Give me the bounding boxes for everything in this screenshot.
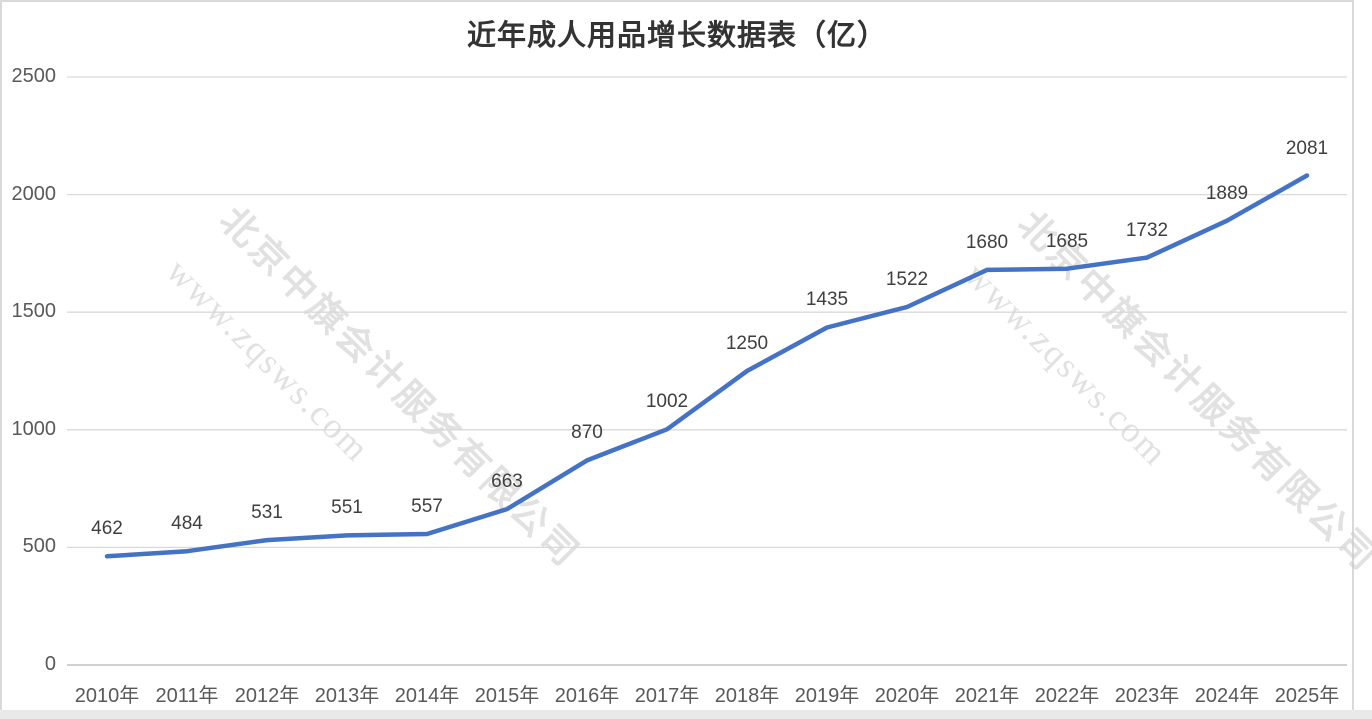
- x-axis-tick-label: 2018年: [714, 685, 780, 707]
- data-label: 663: [491, 471, 523, 493]
- data-label: 531: [251, 502, 283, 524]
- chart-title: 近年成人用品增长数据表（亿）: [466, 20, 887, 52]
- data-label: 462: [91, 518, 123, 540]
- y-axis-tick-label: 0: [44, 653, 56, 675]
- data-label: 1685: [1045, 230, 1089, 252]
- series-line: [104, 173, 1310, 559]
- data-label: 1522: [885, 269, 929, 291]
- y-axis-tick-label: 1500: [11, 300, 57, 323]
- data-label: 2081: [1285, 137, 1329, 159]
- x-axis-tick-label: 2012年: [234, 685, 300, 707]
- data-label: 1435: [805, 289, 849, 311]
- data-label: 1250: [725, 333, 769, 354]
- x-axis-tick-label: 2020年: [874, 685, 940, 707]
- y-axis-tick-label: 2500: [11, 65, 57, 87]
- data-label: 551: [331, 497, 363, 519]
- y-axis-tick-label: 2000: [11, 182, 57, 205]
- x-axis-tick-label: 2024年: [1194, 685, 1260, 707]
- x-axis-tick-label: 2014年: [394, 685, 460, 707]
- y-axis-tick-label: 500: [22, 535, 56, 558]
- x-axis-tick-label: 2016年: [554, 685, 620, 707]
- data-label: 484: [171, 513, 203, 535]
- x-axis-tick-label: 2011年: [155, 685, 219, 707]
- data-label: 557: [411, 495, 443, 517]
- x-axis-tick-label: 2017年: [634, 685, 700, 707]
- data-label: 1002: [645, 391, 689, 413]
- bottom-scrollbar-track: [0, 710, 1372, 719]
- data-label: 870: [571, 422, 603, 444]
- x-axis-tick-label: 2022年: [1034, 685, 1100, 707]
- x-axis-tick-label: 2013年: [314, 685, 380, 707]
- x-axis-tick-label: 2025年: [1274, 685, 1340, 707]
- x-axis-tick-label: 2021年: [954, 685, 1020, 707]
- data-label: 1732: [1125, 219, 1169, 241]
- x-axis-tick-label: 2019年: [794, 685, 860, 707]
- data-label: 1680: [965, 231, 1009, 253]
- x-axis-tick-label: 2015年: [474, 685, 540, 707]
- x-axis-tick-label: 2023年: [1114, 685, 1180, 707]
- x-axis-tick-label: 2010年: [74, 685, 140, 707]
- data-label: 1889: [1205, 182, 1249, 204]
- y-axis-tick-label: 1000: [11, 417, 57, 440]
